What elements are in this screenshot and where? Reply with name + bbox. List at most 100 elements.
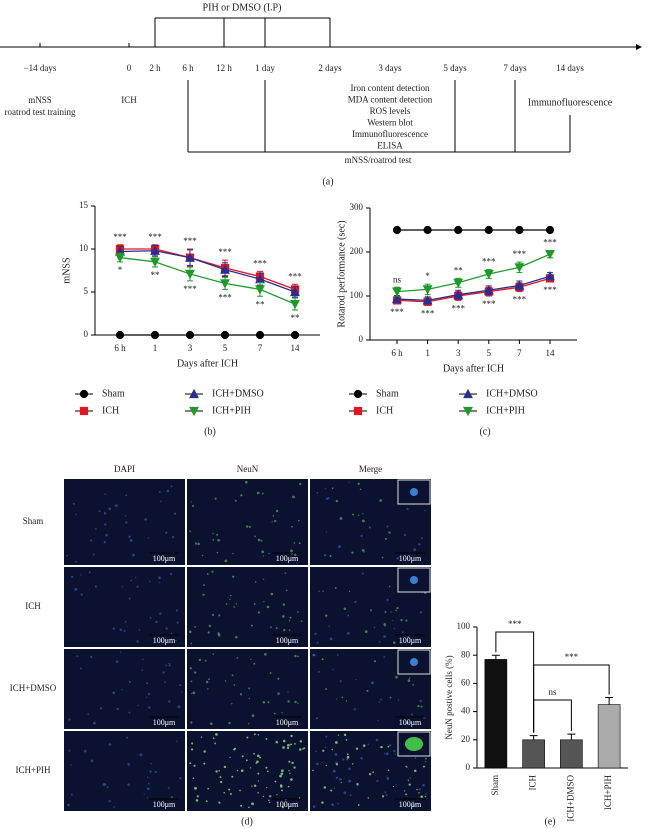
cell-signal <box>145 696 148 698</box>
cell-signal <box>262 578 265 580</box>
cell-signal <box>142 658 144 661</box>
cell-signal <box>190 501 192 503</box>
cell-signal <box>67 803 70 807</box>
cell-signal <box>280 772 284 776</box>
inset-cell <box>405 737 423 751</box>
x-tick-label: ICH+DMSO <box>565 775 575 822</box>
cell-signal <box>362 519 365 523</box>
cell-signal <box>378 701 381 703</box>
cell-signal <box>372 771 375 774</box>
scale-bar-label: 100μm <box>276 636 299 645</box>
cell-signal <box>68 718 71 721</box>
cell-signal <box>285 589 288 592</box>
cell-signal <box>325 735 328 738</box>
marker <box>290 299 300 310</box>
cell-signal <box>379 499 383 502</box>
cell-signal <box>406 507 409 511</box>
cell-signal <box>407 679 411 682</box>
cell-signal <box>420 795 424 798</box>
micrograph <box>64 479 185 565</box>
cell-signal <box>123 629 126 632</box>
cell-signal <box>190 680 193 683</box>
cell-signal <box>207 787 210 790</box>
marker <box>220 330 230 340</box>
cell-signal <box>94 528 97 530</box>
marker <box>220 279 230 289</box>
cell-signal <box>229 598 231 601</box>
axis-arrow <box>636 44 642 50</box>
y-axis-title: Rotarod performance (sec) <box>336 220 347 327</box>
cell-signal <box>132 553 135 557</box>
cell-signal <box>155 620 158 624</box>
cell-signal <box>202 593 205 596</box>
x-tick-label: 3 <box>456 348 461 358</box>
cell-signal <box>316 492 318 494</box>
cell-signal <box>303 747 306 750</box>
cell-signal <box>387 769 390 772</box>
cell-signal <box>357 482 360 485</box>
cell-signal <box>332 668 334 671</box>
cell-signal <box>418 542 421 546</box>
cell-signal <box>324 488 327 490</box>
cell-signal <box>241 755 244 758</box>
cell-signal <box>168 662 171 665</box>
cell-signal <box>393 749 396 753</box>
cell-signal <box>121 688 123 691</box>
significance-label: ns <box>393 274 402 284</box>
x-tick-label: 7 <box>258 343 263 353</box>
significance-label: *** <box>218 247 232 257</box>
y-axis-title: NeuN postive cells (%) <box>444 655 454 739</box>
cell-signal <box>339 778 342 781</box>
cell-signal <box>283 628 286 632</box>
cell-signal <box>176 740 178 743</box>
cell-signal <box>279 785 283 788</box>
cell-signal <box>373 660 377 663</box>
cell-signal <box>162 671 165 674</box>
cell-signal <box>346 758 349 761</box>
cell-signal <box>188 630 192 634</box>
cell-signal <box>190 748 194 751</box>
error-bar <box>491 654 500 660</box>
cell-signal <box>112 627 115 630</box>
panel-label: (a) <box>322 176 333 187</box>
significance-label: *** <box>113 232 127 242</box>
marker <box>290 330 300 340</box>
cell-signal <box>353 708 356 711</box>
cell-signal <box>347 614 350 617</box>
cell-signal <box>175 640 177 642</box>
cell-signal <box>192 691 196 695</box>
cell-signal <box>139 753 143 757</box>
cell-signal <box>325 688 327 691</box>
cell-signal <box>336 698 338 700</box>
column-header: Merge <box>359 464 382 474</box>
cell-signal <box>92 553 95 556</box>
series-line <box>396 275 551 302</box>
legend-label: Sham <box>376 388 399 399</box>
cell-signal <box>299 482 302 486</box>
x-tick-label: ICH <box>528 775 538 791</box>
cell-signal <box>257 754 260 758</box>
x-tick-label: 7 <box>517 348 522 358</box>
micrograph <box>64 731 185 811</box>
cell-signal <box>257 538 261 542</box>
cell-signal <box>168 700 171 703</box>
cell-signal <box>146 682 149 685</box>
cell-signal <box>274 519 277 523</box>
cell-signal <box>342 758 345 761</box>
cell-signal <box>345 700 348 702</box>
cell-signal <box>128 711 131 714</box>
cell-signal <box>207 631 210 634</box>
cell-signal <box>138 629 141 631</box>
cell-signal <box>386 598 389 602</box>
cell-signal <box>245 759 248 762</box>
significance-label: ** <box>454 265 464 275</box>
cell-signal <box>205 680 209 684</box>
cell-signal <box>388 585 391 588</box>
cell-signal <box>194 625 196 628</box>
cell-signal <box>127 783 130 786</box>
significance-label: *** <box>253 258 267 268</box>
cell-signal <box>386 776 390 780</box>
cell-signal <box>343 733 347 737</box>
bar <box>560 739 583 769</box>
cell-signal <box>341 696 344 699</box>
